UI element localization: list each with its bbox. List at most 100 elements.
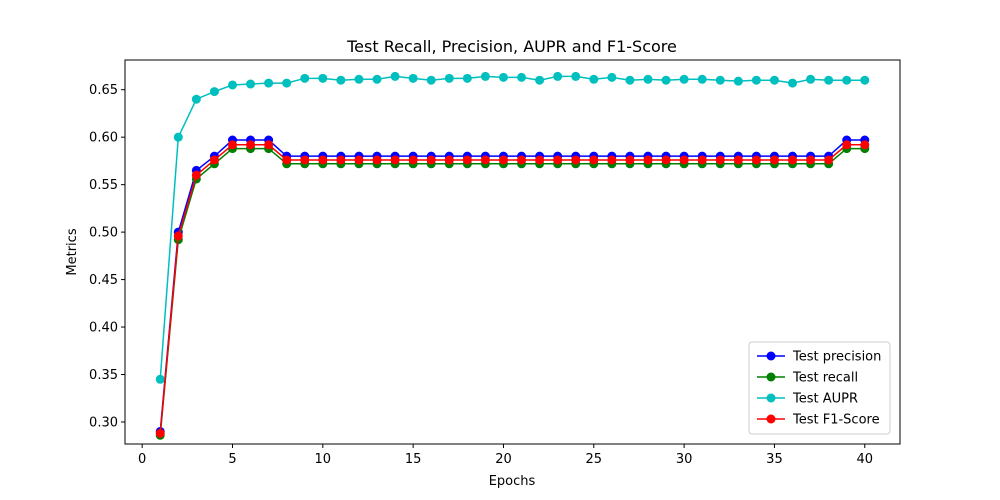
data-point: [589, 74, 599, 84]
data-point: [372, 74, 382, 84]
data-point: [246, 79, 256, 89]
x-tick-label: 30: [676, 452, 693, 467]
x-tick-label: 35: [766, 452, 783, 467]
legend-label: Test recall: [792, 371, 858, 386]
data-point: [733, 76, 743, 86]
data-point: [806, 155, 816, 165]
data-point: [336, 155, 346, 165]
data-point: [571, 155, 581, 165]
series-2: [155, 71, 870, 384]
data-point: [517, 72, 527, 82]
data-point: [354, 155, 364, 165]
data-point: [661, 155, 671, 165]
y-tick-label: 0.55: [89, 178, 118, 193]
data-point: [227, 80, 237, 90]
legend: Test precision Test recall Test AUPR Test F…: [748, 341, 891, 435]
data-point: [589, 155, 599, 165]
data-point: [246, 140, 256, 150]
data-point: [535, 155, 545, 165]
data-point: [408, 155, 418, 165]
data-point: [607, 155, 617, 165]
data-point: [697, 74, 707, 84]
x-tick-label: 0: [138, 452, 146, 467]
data-point: [661, 75, 671, 85]
y-tick-label: 0.35: [89, 368, 118, 383]
data-point: [498, 155, 508, 165]
data-point: [354, 74, 364, 84]
legend-marker: [766, 393, 776, 403]
data-point: [209, 155, 219, 165]
data-point: [173, 231, 183, 241]
series-line: [159, 75, 865, 380]
data-point: [842, 75, 852, 85]
data-point: [842, 140, 852, 150]
data-point: [390, 155, 400, 165]
x-tick-label: 5: [228, 452, 236, 467]
data-point: [824, 75, 834, 85]
data-point: [860, 140, 870, 150]
data-point: [788, 78, 798, 88]
x-axis-title: Epochs: [489, 474, 536, 489]
legend-label: Test precision: [792, 350, 881, 365]
data-point: [860, 75, 870, 85]
legend-item: Test AUPR: [757, 392, 858, 407]
data-point: [607, 72, 617, 82]
data-point: [824, 155, 834, 165]
data-point: [300, 73, 310, 83]
data-point: [553, 71, 563, 81]
data-point: [715, 75, 725, 85]
data-point: [155, 428, 165, 438]
x-tick-label: 25: [586, 452, 603, 467]
y-axis: 0.30 0.35 0.40 0.45 0.50 0.55 0.60 0.65: [89, 83, 125, 430]
x-axis: 0 5 10 15 20 25 30 35 40: [138, 444, 873, 467]
y-tick-label: 0.65: [89, 83, 118, 98]
plot-area: [155, 71, 870, 440]
data-point: [498, 72, 508, 82]
data-point: [318, 155, 328, 165]
data-point: [155, 374, 165, 384]
data-point: [643, 74, 653, 84]
data-point: [571, 71, 581, 81]
series-3: [155, 140, 870, 438]
data-point: [679, 155, 689, 165]
data-point: [806, 74, 816, 84]
legend-item: Test F1-Score: [757, 413, 880, 428]
data-point: [282, 78, 292, 88]
data-point: [625, 155, 635, 165]
data-point: [751, 75, 761, 85]
legend-box: [748, 341, 891, 435]
data-point: [264, 78, 274, 88]
data-point: [625, 75, 635, 85]
data-point: [480, 71, 490, 81]
data-point: [480, 155, 490, 165]
data-point: [733, 155, 743, 165]
y-tick-label: 0.45: [89, 273, 118, 288]
x-tick-label: 15: [405, 452, 422, 467]
data-point: [282, 155, 292, 165]
data-point: [372, 155, 382, 165]
chart-title: Test Recall, Precision, AUPR and F1-Scor…: [346, 37, 677, 56]
y-tick-label: 0.50: [89, 226, 118, 241]
legend-item: Test recall: [757, 371, 858, 386]
legend-label: Test F1-Score: [792, 413, 880, 428]
data-point: [426, 155, 436, 165]
data-point: [444, 155, 454, 165]
data-point: [553, 155, 563, 165]
data-point: [173, 132, 183, 142]
legend-item: Test precision: [757, 350, 881, 365]
legend-label: Test AUPR: [792, 392, 858, 407]
data-point: [769, 75, 779, 85]
data-point: [643, 155, 653, 165]
x-tick-label: 20: [495, 452, 512, 467]
data-point: [679, 74, 689, 84]
data-point: [535, 75, 545, 85]
series-line: [159, 144, 865, 434]
plot-frame: [124, 59, 901, 445]
data-point: [264, 140, 274, 150]
x-tick-label: 10: [315, 452, 332, 467]
legend-marker: [766, 351, 776, 361]
data-point: [444, 73, 454, 83]
data-point: [209, 87, 219, 97]
x-tick-label: 40: [856, 452, 873, 467]
